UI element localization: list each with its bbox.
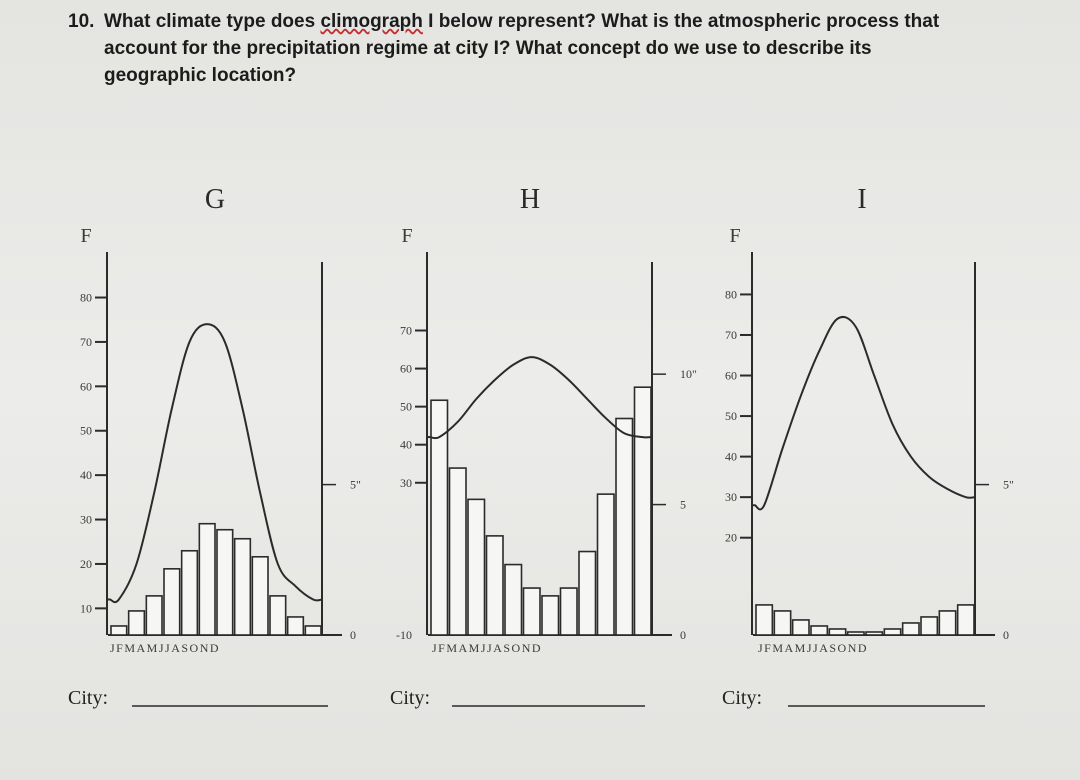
precip-tick-label: 0 [1003,628,1009,642]
precip-bar-a-4 [163,568,181,636]
city-label: City: [722,687,762,709]
question-text-3: geographic location? [104,65,297,86]
precip-bar-a-4 [810,625,829,636]
precip-bar-d-12 [633,386,652,636]
temp-tick-label: 80 [80,291,92,305]
temp-unit-label: F [80,225,91,247]
temp-tick-label: 60 [80,379,92,393]
precip-bar-s-9 [578,550,597,636]
temp-tick-label: 40 [725,450,737,464]
months-label: JFMAMJJASOND [758,641,868,655]
precip-bar-m-3 [145,595,163,636]
precip-bar-d-12 [956,604,975,636]
chart-title: G [205,184,225,215]
temp-tick-label: 20 [80,557,92,571]
precip-tick-label: 0 [350,628,356,642]
question-number: 10. [68,11,95,32]
precip-tick-label: 10" [680,367,697,381]
precip-bar-m-3 [791,619,810,636]
precip-bar-j-1 [430,399,449,636]
precip-bar-m-5 [180,549,199,636]
precip-tick-label: 5" [1003,478,1014,492]
precip-bar-s-9 [251,555,269,636]
precip-bar-o-10 [596,493,615,636]
precip-bar-a-4 [485,535,504,636]
question-text-1b: I below represent? What is the atmospher… [422,11,940,32]
precip-bar-d-12 [304,625,322,636]
temp-tick-label: 50 [725,409,737,423]
temp-tick-label: 70 [400,324,412,338]
precip-bar-a-8 [559,587,578,636]
precip-bar-m-3 [467,498,486,636]
temp-tick-label: 10 [80,601,92,615]
precip-tick-label: 5 [680,498,686,512]
precip-bar-j-6 [522,587,541,636]
precip-bar-a-8 [233,537,252,636]
question-10: 10. What climate type does climograph I b… [68,8,1028,89]
temp-tick-label: 30 [400,476,412,490]
climograph-g: G F 80 70 60 50 40 30 20 10 5" 0 JFMAMJJASOND City: [68,184,361,709]
precip-tick-label: 5" [350,478,361,492]
temperature-curve [429,356,653,440]
temp-tick-label: 50 [80,424,92,438]
temp-tick-label: 30 [80,513,92,527]
months-label: JFMAMJJASOND [432,641,542,655]
temp-tick-label: 70 [725,328,737,342]
chart-title: I [857,184,866,215]
city-label: City: [68,687,108,709]
precip-bar-j-7 [216,528,234,636]
precip-bar-f-2 [448,467,467,636]
temp-tick-label: 70 [80,335,92,349]
temp-tick-label: 60 [400,362,412,376]
temp-tick-label: 40 [80,468,92,482]
precip-bar-j-6 [846,631,865,636]
temp-unit-label: F [729,225,740,247]
precip-bar-a-8 [883,628,902,636]
question-underlined-word: climograph [320,11,423,32]
precip-bar-m-5 [828,628,847,636]
temp-tick-label: 80 [725,287,737,301]
precip-bar-j-1 [755,604,774,636]
precip-bar-j-6 [198,522,216,636]
temp-tick-label: -10 [396,628,412,642]
precip-bar-o-10 [269,595,287,636]
temp-tick-label: 20 [725,531,737,545]
precip-bar-m-5 [504,563,523,636]
temperature-curve [754,315,976,511]
temp-tick-label: 60 [725,369,737,383]
precip-bar-o-10 [920,616,939,636]
precip-bar-n-11 [615,417,634,636]
temp-unit-label: F [401,225,412,247]
precip-bar-f-2 [773,610,792,636]
precip-bar-n-11 [938,610,957,636]
precip-bar-f-2 [127,610,146,636]
temp-tick-label: 50 [400,400,412,414]
temp-tick-label: 40 [400,438,412,452]
climograph-i: I F 80 70 60 50 40 30 20 5" 0 JFMAMJJASOND City: [722,184,1014,709]
question-text-2: account for the precipitation regime at … [104,38,872,59]
chart-title: H [520,184,540,215]
precip-bar-j-7 [865,631,884,636]
question-text-1a: What climate type does [104,11,321,32]
months-label: JFMAMJJASOND [110,641,220,655]
precip-bar-n-11 [286,616,305,636]
precip-bar-j-7 [541,595,560,636]
temperature-curve [109,323,323,604]
precip-bar-s-9 [901,622,920,636]
precip-bar-j-1 [110,625,128,636]
city-label: City: [390,687,430,709]
temp-tick-label: 30 [725,490,737,504]
precip-tick-label: 0 [680,628,686,642]
